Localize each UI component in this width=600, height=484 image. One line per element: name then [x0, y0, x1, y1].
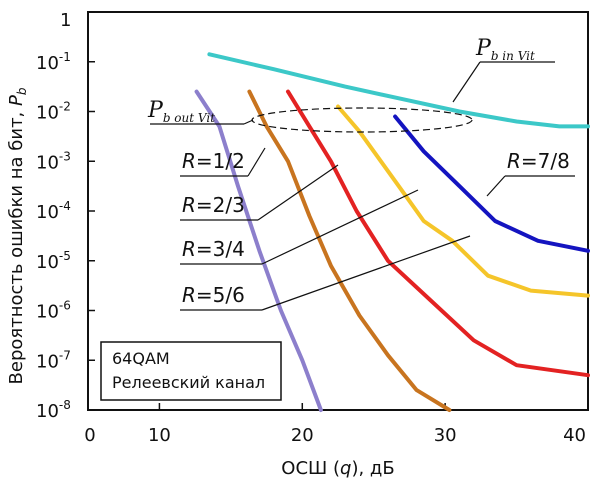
pb-in-label: Pb in Vit	[475, 36, 535, 63]
y-tick-label: 10-5	[36, 249, 71, 273]
rate-label-5-6-leader	[261, 235, 471, 311]
rate-label-3-4-r: R	[182, 237, 196, 261]
svg-text:R=7/8: R=7/8	[507, 149, 570, 173]
rate-label-5-6-r: R	[182, 283, 196, 307]
pb-out-main: P	[147, 98, 164, 123]
legend-box: 64QAM Релеевский канал	[100, 341, 282, 401]
pb-out-label: Pb out Vit	[147, 98, 215, 125]
y-axis-label-p: P	[6, 95, 27, 106]
y-tick-exponent: -4	[59, 199, 71, 213]
rate-label-5-6: R=5/6	[180, 235, 471, 311]
y-tick-base: 10	[36, 351, 59, 372]
y-tick-exponent: -7	[59, 348, 71, 362]
x-tick-label: 10	[148, 425, 171, 446]
y-tick-exponent: -1	[59, 50, 71, 64]
pb-in-leader	[452, 61, 481, 103]
y-tick-base: 10	[36, 401, 59, 422]
rate-label-7-8-r: R	[507, 149, 521, 173]
x-tick-label: 0	[84, 425, 95, 446]
y-tick-label: 1	[60, 10, 71, 31]
x-tick-label: 40	[563, 425, 586, 446]
rate-label-1-2-leader	[247, 147, 266, 177]
y-axis-label: Вероятность ошибки на бит, Pb	[6, 87, 29, 384]
rate-label-1-2-value: =1/2	[196, 149, 245, 173]
y-tick-exponent: -2	[59, 100, 71, 114]
rate-label-3-4: R=3/4	[180, 189, 419, 265]
rate-label-2-3-value: =2/3	[196, 193, 245, 217]
svg-text:R=1/2: R=1/2	[182, 149, 245, 173]
series-line-r-1-2	[194, 89, 323, 412]
series-line-r-5-6	[336, 104, 590, 298]
y-tick-label: 10-4	[36, 199, 71, 223]
x-axis-label-post: ), дБ	[351, 458, 394, 479]
x-tick-label: 30	[434, 425, 457, 446]
y-axis-label-sub: b	[15, 87, 29, 95]
rate-label-1-2-r: R	[182, 149, 196, 173]
svg-text:R=5/6: R=5/6	[182, 283, 245, 307]
series-line-r-3-4	[286, 89, 590, 378]
y-tick-base: 10	[36, 252, 59, 273]
x-axis-label: ОСШ (q), дБ	[281, 458, 394, 479]
y-tick-base: 10	[36, 202, 59, 223]
y-tick-label: 10-3	[36, 149, 71, 173]
rate-label-7-8: R=7/8	[486, 149, 575, 197]
y-tick-exponent: -5	[59, 249, 71, 263]
y-tick-label: 10-2	[36, 100, 71, 124]
pb-out-sub: b out Vit	[163, 111, 215, 125]
rate-label-3-4-value: =3/4	[196, 237, 245, 261]
pb-in-sub: b in Vit	[491, 49, 535, 63]
x-axis-label-q: q	[340, 458, 351, 479]
svg-text:R=2/3: R=2/3	[182, 193, 245, 217]
y-tick-exponent: -3	[59, 149, 71, 163]
rate-label-2-3-leader	[257, 164, 339, 221]
svg-text:R=3/4: R=3/4	[182, 237, 245, 261]
y-tick-base: 1	[60, 10, 71, 31]
y-tick-exponent: -6	[59, 299, 71, 313]
series-group	[194, 52, 590, 412]
y-tick-label: 10-1	[36, 50, 71, 74]
x-tick-label: 20	[291, 425, 314, 446]
rate-label-7-8-leader	[486, 175, 506, 197]
x-axis-label-pre: ОСШ (	[281, 458, 340, 479]
y-tick-label: 10-7	[36, 348, 71, 372]
pb-out-annotation: Pb out Vit	[147, 98, 473, 133]
y-tick-base: 10	[36, 53, 59, 74]
y-tick-base: 10	[36, 103, 59, 124]
rate-label-3-4-leader	[261, 189, 419, 265]
y-axis-ticks: 110-110-210-310-410-510-610-710-8	[36, 10, 95, 422]
series-line-p-b-in-vit	[207, 52, 590, 129]
legend-box-frame	[100, 341, 282, 401]
legend-box-line2: Релеевский канал	[112, 373, 265, 392]
pb-out-leader	[243, 119, 254, 125]
rate-label-2-3: R=2/3	[180, 164, 339, 221]
y-tick-base: 10	[36, 152, 59, 173]
y-tick-base: 10	[36, 302, 59, 323]
y-tick-exponent: -8	[59, 398, 71, 412]
y-tick-label: 10-6	[36, 299, 71, 323]
rate-label-2-3-r: R	[182, 193, 196, 217]
pb-out-ellipse	[251, 107, 473, 133]
pb-in-annotation: Pb in Vit	[452, 36, 555, 103]
rate-label-7-8-value: =7/8	[521, 149, 570, 173]
series-line-r-2-3	[247, 89, 452, 412]
legend-box-line1: 64QAM	[112, 349, 170, 368]
rate-label-1-2: R=1/2	[180, 147, 266, 177]
y-tick-label: 10-8	[36, 398, 71, 422]
x-axis-ticks: 0 10 20 30 40	[84, 403, 589, 446]
rate-label-5-6-value: =5/6	[196, 283, 245, 307]
series-line-r-7-8	[393, 114, 590, 253]
y-axis-label-text: Вероятность ошибки на бит,	[6, 106, 27, 385]
pb-in-main: P	[475, 36, 492, 61]
